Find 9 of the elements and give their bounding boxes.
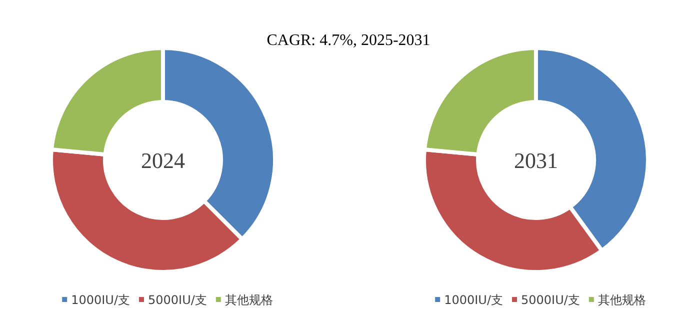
legend-label: 1000IU/支 — [444, 293, 503, 307]
text: CAGR: 4.7%, 2025-2031 — [266, 32, 430, 49]
legend-label: 其他规格 — [224, 293, 273, 307]
legend-label: 5000IU/支 — [521, 293, 580, 307]
text: 2031 — [514, 148, 558, 173]
legend-label: 其他规格 — [598, 293, 646, 307]
text: 2024 — [141, 148, 185, 173]
legend-label: 5000IU/支 — [148, 293, 207, 307]
legend-label: 1000IU/支 — [71, 293, 130, 307]
